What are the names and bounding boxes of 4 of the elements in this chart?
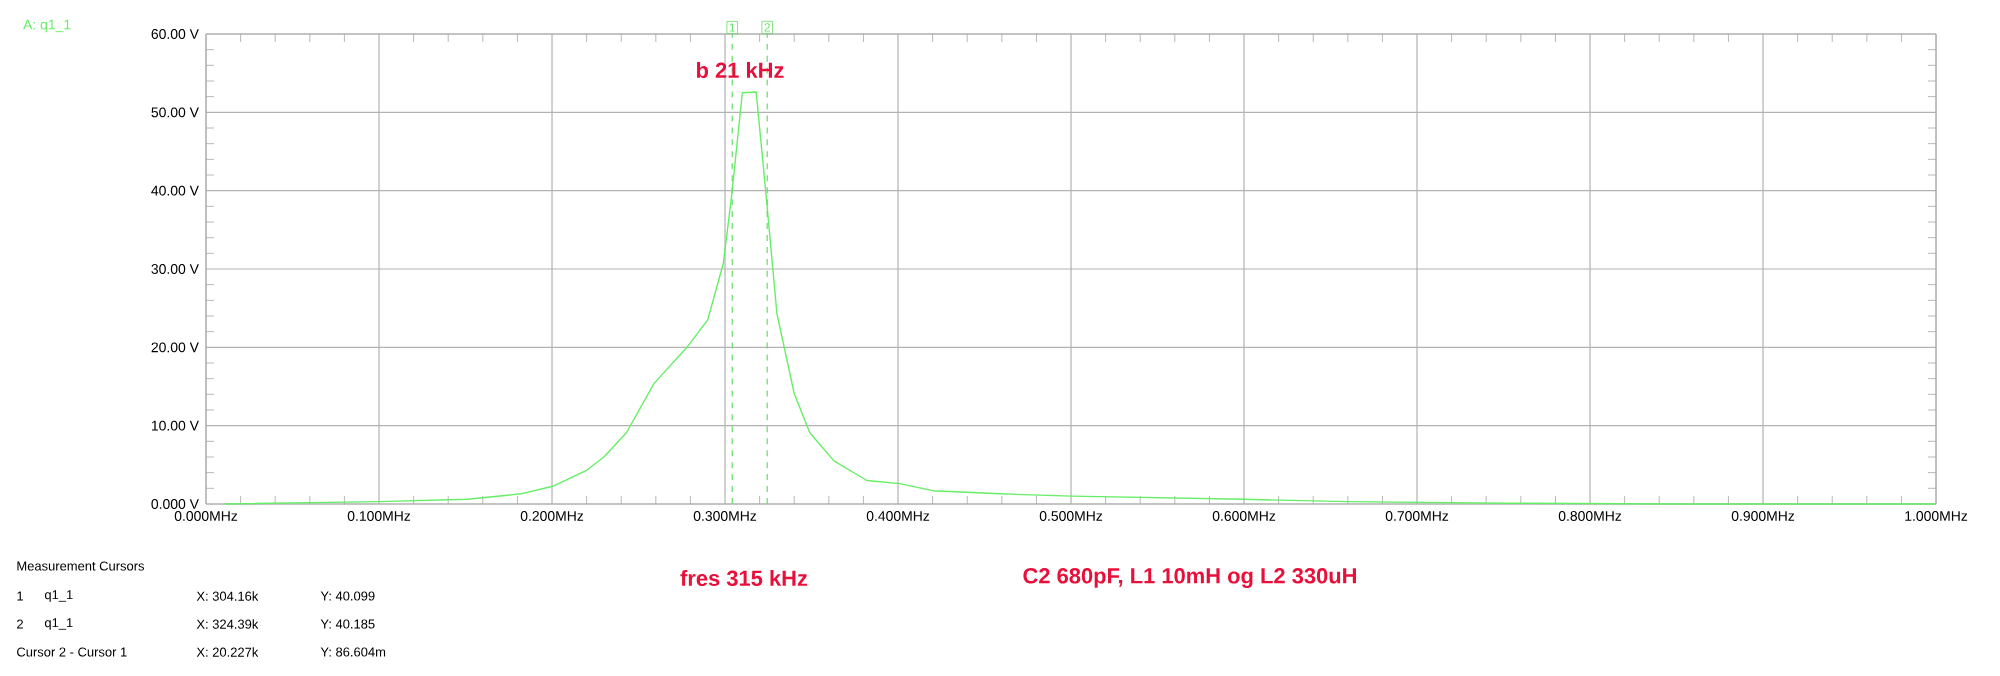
text: C2 680pF, L1 10mH og L2 330uH	[1023, 568, 1356, 588]
text: fres 315 kHz	[680, 569, 808, 587]
annotation: b 21 kHz	[696, 61, 784, 79]
line-series	[224, 91, 1937, 505]
